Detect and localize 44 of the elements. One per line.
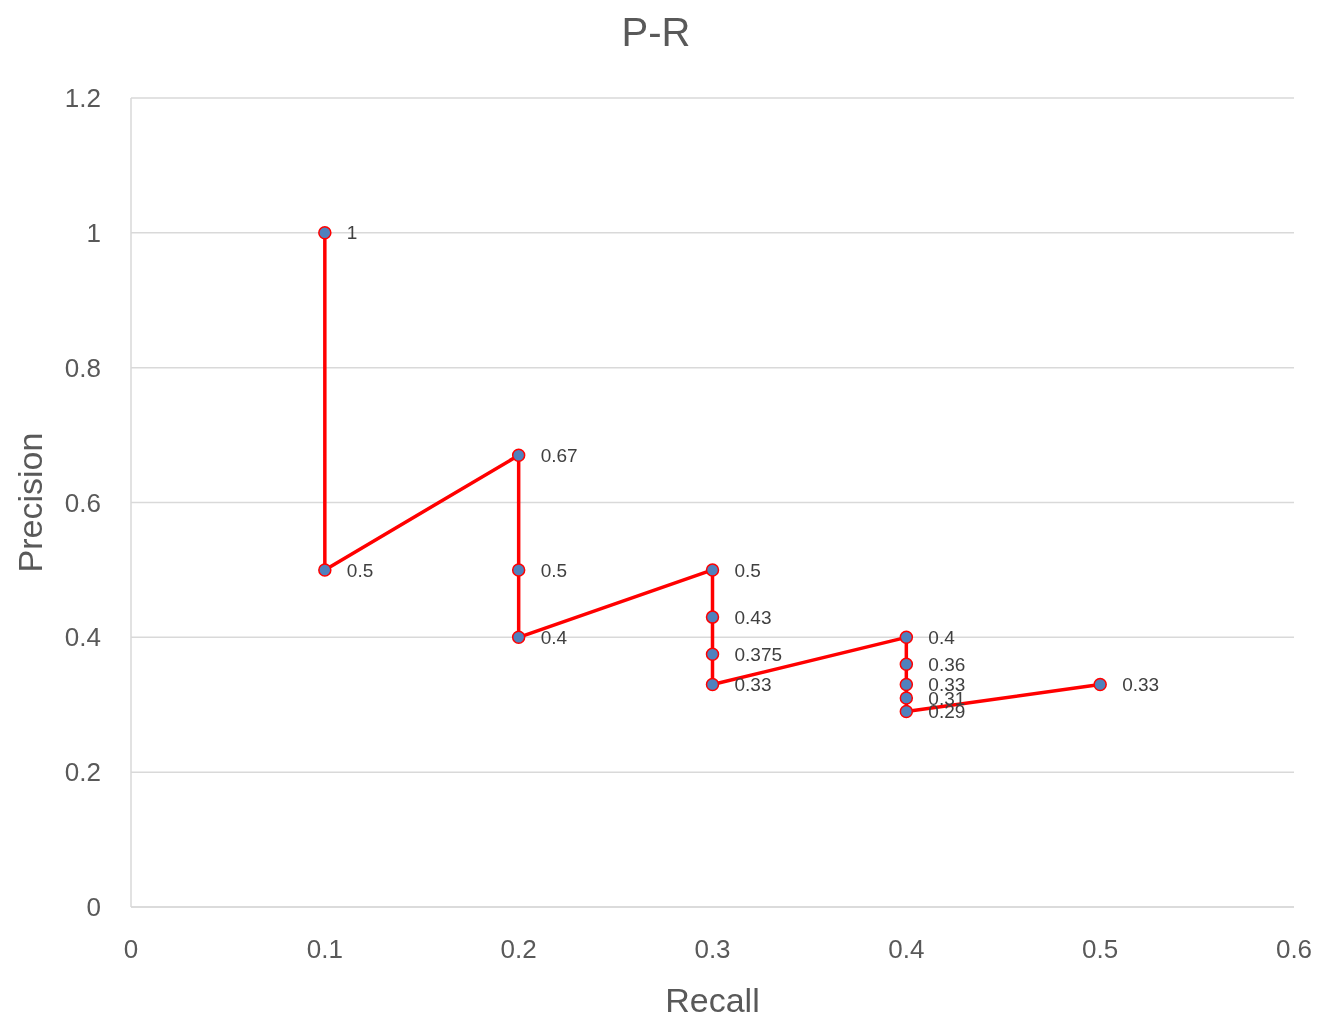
data-label: 1: [346, 222, 358, 244]
data-label: 0.4: [540, 626, 568, 648]
data-label: 0.33: [1122, 674, 1160, 696]
y-tick-label: 0.2: [64, 757, 101, 788]
point: [899, 677, 914, 692]
y-tick-label: 0.8: [64, 352, 101, 383]
data-label: 0.5: [540, 559, 568, 581]
point: [705, 677, 720, 692]
point: [899, 704, 914, 719]
point: [511, 630, 526, 645]
y-tick-label: 0.4: [64, 622, 101, 653]
x-tick-label: 0.6: [1275, 934, 1313, 965]
data-label: 0.5: [734, 559, 761, 581]
data-label: 0.36: [928, 653, 966, 675]
x-axis-title: Recall: [665, 980, 760, 1017]
point: [318, 563, 332, 577]
y-axis-title: Precision: [10, 432, 49, 573]
y-tick-label: 0.6: [64, 487, 101, 518]
x-tick-label: 0.5: [1082, 934, 1119, 965]
x-tick-label: 0.3: [694, 934, 731, 965]
y-tick-label: 1.2: [64, 83, 101, 114]
point: [899, 657, 914, 672]
point: [1093, 677, 1107, 692]
chart-title: P-R: [621, 10, 691, 54]
point: [511, 563, 526, 577]
x-tick-label: 0.1: [306, 934, 343, 965]
x-tick-label: 0: [123, 934, 139, 965]
point: [705, 647, 720, 661]
point: [899, 630, 914, 645]
x-tick-label: 0.4: [888, 934, 925, 965]
data-label: 0.43: [734, 606, 772, 628]
point: [899, 691, 914, 705]
point: [318, 226, 332, 240]
point: [705, 610, 720, 624]
point: [705, 563, 720, 577]
data-label: 0.4: [928, 626, 956, 648]
data-label: 0.5: [346, 559, 374, 581]
point: [511, 448, 526, 463]
data-label: 0.375: [734, 643, 783, 665]
data-label: 0.67: [540, 444, 578, 466]
y-tick-label: 1: [86, 217, 101, 248]
data-label: 0.33: [734, 674, 772, 696]
x-tick-label: 0.2: [500, 934, 537, 965]
y-tick-label: 0: [86, 892, 101, 923]
